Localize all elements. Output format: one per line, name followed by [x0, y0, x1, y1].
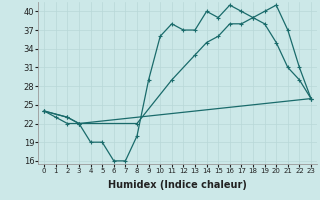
X-axis label: Humidex (Indice chaleur): Humidex (Indice chaleur): [108, 180, 247, 190]
